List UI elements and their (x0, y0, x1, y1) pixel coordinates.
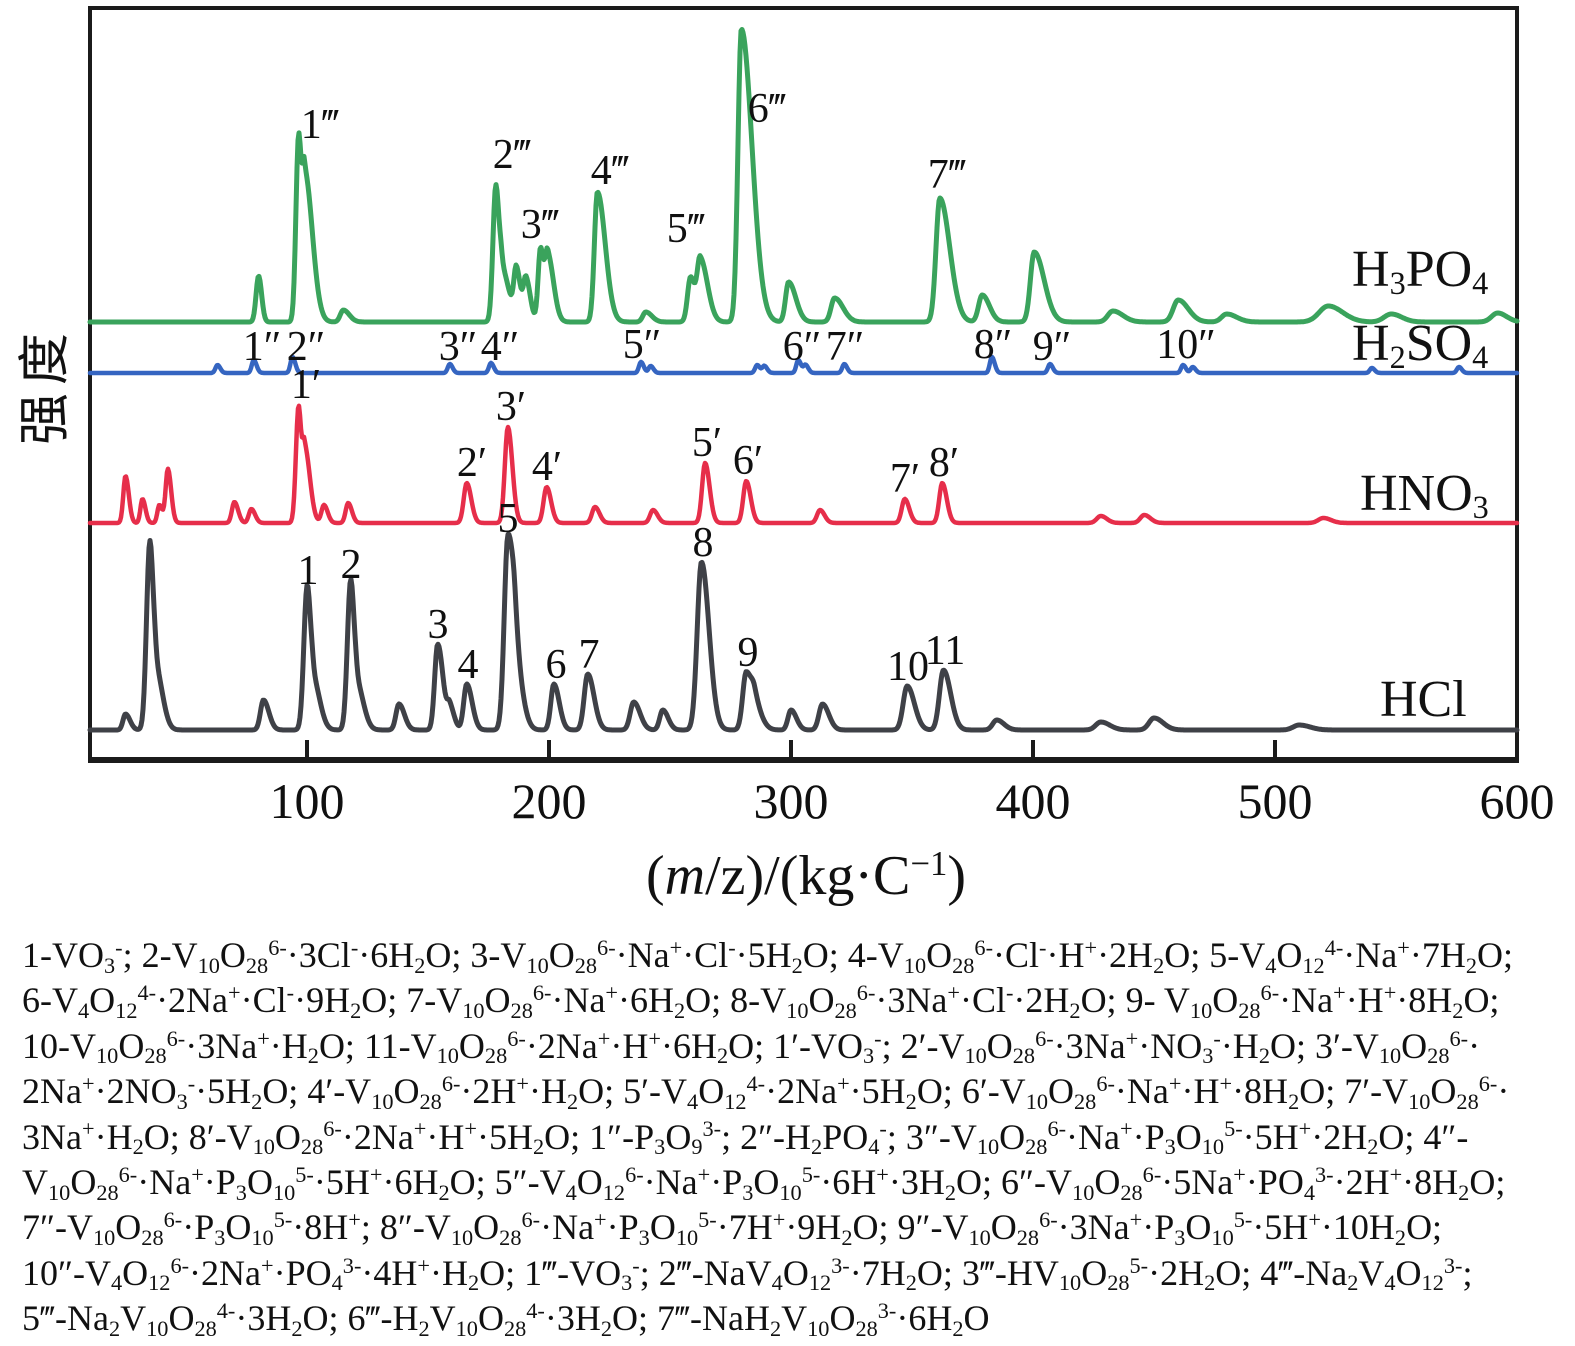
peak-label-h3po4-5‴: 5‴ (667, 206, 706, 252)
caption-line: 2Na+·2NO3-·5H2O; 4′-V10O286-·2H+·H2O; 5′… (22, 1070, 1510, 1114)
caption-line: 6-V4O124-·2Na+·Cl-·9H2O; 7-V10O286-·Na+·… (22, 980, 1500, 1023)
series-trace-hcl (87, 531, 1520, 733)
peak-label-hcl-2: 2 (341, 542, 362, 588)
peak-label-hno3-4′: 4′ (532, 444, 562, 490)
peak-label-hno3-1′: 1′ (291, 362, 321, 408)
peak-label-h2so4-8″: 8″ (974, 322, 1013, 368)
caption-line: 1-VO3-; 2-V10O286-·3Cl-·6H2O; 3-V10O286-… (22, 934, 1513, 978)
peak-label-hcl-1: 1 (298, 548, 319, 594)
caption-line: 3Na+·H2O; 8′-V10O286-·2Na+·H+·5H2O; 1″-P… (22, 1116, 1469, 1160)
peak-label-hcl-9: 9 (738, 630, 759, 676)
peak-label-hcl-10: 10 (887, 644, 929, 690)
caption-line: V10O286-·Na+·P3O105-·5H+·6H2O; 5″-V4O126… (22, 1161, 1506, 1205)
x-axis-title: (m/z)/(kg·C−1) (646, 843, 966, 907)
peak-label-hcl-5: 5 (498, 496, 519, 542)
peak-label-h2so4-3″: 3″ (439, 324, 478, 370)
caption-line: 7″-V10O286-·P3O105-·8H+; 8″-V10O286-·Na+… (22, 1207, 1443, 1251)
peak-label-hno3-8′: 8′ (929, 440, 959, 486)
peak-label-h2so4-7″: 7″ (826, 324, 865, 370)
peak-assignment-caption: 1-VO3-; 2-V10O286-·3Cl-·6H2O; 3-V10O286-… (22, 933, 1513, 1342)
caption-line: 10-V10O286-·3Na+·H2O; 11-V10O286-·2Na+·H… (22, 1025, 1481, 1069)
x-tick-label-600: 600 (1480, 773, 1555, 829)
peak-label-hcl-3: 3 (428, 602, 449, 648)
x-tick-label-100: 100 (270, 773, 345, 829)
peak-label-hcl-8: 8 (693, 520, 714, 566)
peak-label-h2so4-10″: 10″ (1156, 322, 1216, 368)
x-tick-label-300: 300 (754, 773, 829, 829)
peak-label-h2so4-1″: 1″ (243, 324, 282, 370)
peak-label-hcl-7: 7 (579, 632, 600, 678)
peak-label-h2so4-6″: 6″ (783, 324, 822, 370)
x-tick-label-500: 500 (1238, 773, 1313, 829)
series-title-h2so4: H2SO4 (1352, 315, 1489, 376)
peak-label-h2so4-4″: 4″ (481, 324, 520, 370)
peak-label-hcl-6: 6 (546, 642, 567, 688)
spectra-plot: 100 200 300 400 500 600 1‴ 2‴ 3‴ 4‴ 5‴ 6‴ 7‴ 1″ 2″ 3″ 4″… (87, 6, 1555, 829)
peak-label-hno3-3′: 3′ (496, 384, 526, 430)
series-trace-h2so4 (87, 354, 1520, 376)
peak-label-h3po4-6‴: 6‴ (748, 86, 787, 132)
peak-label-hno3-2′: 2′ (457, 440, 487, 486)
peak-label-h2so4-9″: 9″ (1033, 324, 1072, 370)
peak-label-h3po4-2‴: 2‴ (493, 132, 532, 178)
peak-label-hno3-6′: 6′ (733, 438, 763, 484)
series-title-h3po4: H3PO4 (1352, 241, 1489, 302)
caption-line: 10″-V4O126-·2Na+·PO43-·4H+·H2O; 1‴-VO3-;… (22, 1252, 1473, 1296)
peak-label-h3po4-4‴: 4‴ (591, 148, 630, 194)
peak-label-hcl-11: 11 (925, 628, 965, 674)
peak-label-hno3-5′: 5′ (692, 420, 722, 466)
peak-label-h3po4-3‴: 3‴ (521, 202, 560, 248)
series-title-hno3: HNO3 (1360, 465, 1489, 526)
peak-label-hno3-7′: 7′ (890, 456, 920, 502)
series-title-hcl: HCl (1380, 671, 1467, 728)
peak-label-h3po4-7‴: 7‴ (928, 152, 967, 198)
y-axis-label: 强度 (17, 324, 75, 446)
caption-line: 5‴-Na2V10O284-·3H2O; 6‴-H2V10O284-·3H2O;… (22, 1297, 990, 1341)
x-tick-label-400: 400 (996, 773, 1071, 829)
peak-label-h3po4-1‴: 1‴ (301, 102, 340, 148)
peak-label-h2so4-5″: 5″ (623, 322, 662, 368)
series-trace-h3po4 (87, 27, 1520, 325)
x-tick-label-200: 200 (512, 773, 587, 829)
peak-label-h2so4-2″: 2″ (287, 324, 326, 370)
series-trace-hno3 (87, 403, 1520, 526)
peak-label-hcl-4: 4 (458, 642, 479, 688)
